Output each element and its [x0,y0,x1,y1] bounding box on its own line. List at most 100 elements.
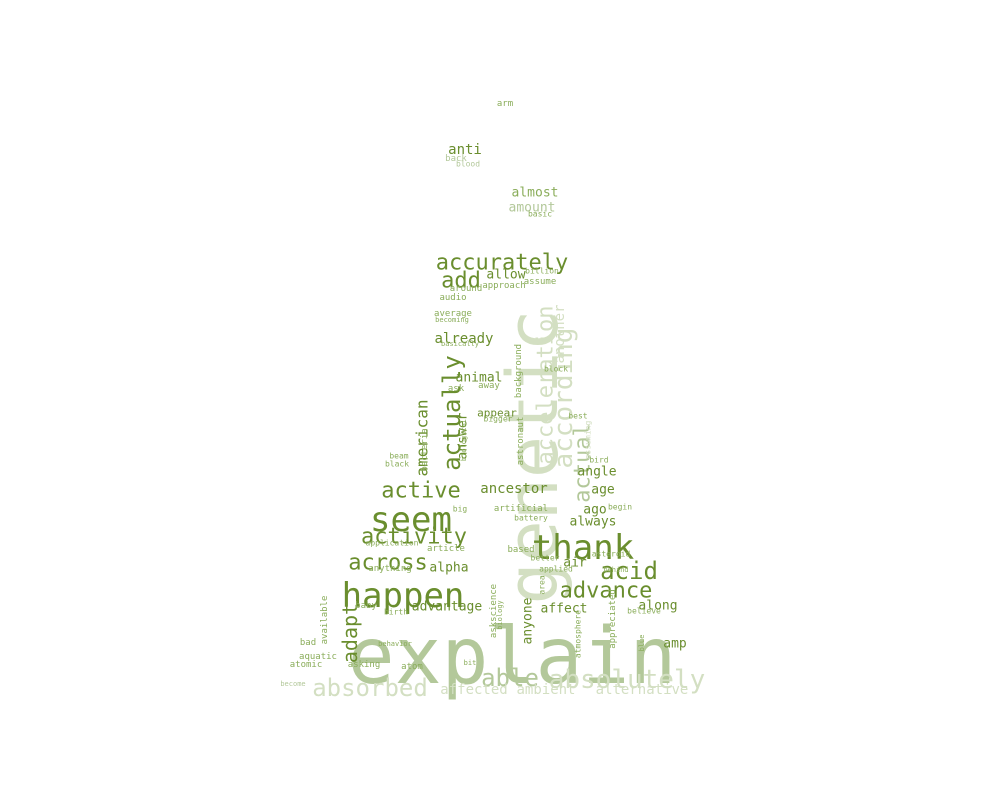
word-allow: allow [486,268,525,283]
word-block: block [544,365,568,374]
word-atmosphere: atmosphere [574,610,583,658]
word-absolutely: absolutely [549,665,706,695]
word-add: add [441,269,481,294]
word-best: best [568,412,587,421]
word-appear: appear [477,407,517,420]
word-ambient: ambient [516,682,575,698]
word-bit: bit [464,659,477,667]
word-black: black [385,460,409,469]
word-based: based [507,545,534,555]
word-bad: bad [300,638,316,648]
word-biological: biological [460,419,468,461]
word-explain: explain [348,612,677,702]
word-anything: anything [368,564,411,574]
word-advance: advance [560,579,653,604]
word-angle: angle [577,465,616,480]
word-around: around [450,284,483,294]
word-atom: atom [401,662,423,672]
word-ancestor: ancestor [480,481,547,497]
word-thank: thank [532,528,634,568]
word-animal: animal [456,371,503,386]
word-average: average [434,309,472,319]
word-approach: approach [482,281,525,291]
word-happen: happen [342,576,465,616]
word-actually: actually [438,355,466,471]
word-asteroid: asteroid [592,550,631,559]
word-anyone: anyone [521,597,536,644]
word-always: always [570,515,617,530]
word-better: better [531,554,560,563]
word-acceleration: acceleration [534,306,559,465]
word-able: able [481,664,539,692]
word-advantage: advantage [412,600,483,615]
word-behavior: behavior [378,640,412,648]
word-seem: seem [370,500,452,540]
word-age: age [591,483,615,498]
word-behind: behind [603,566,628,574]
word-audio: audio [439,293,466,303]
word-across: across [348,551,427,576]
word-accurately: accurately [436,251,568,276]
word-ask: ask [448,384,465,394]
word-affect: affect [541,602,588,617]
word-available: available [320,596,330,645]
word-assuming: assuming [584,421,593,460]
word-adapt: adapt [338,603,362,663]
word-affected: affected [440,682,507,698]
word-big: big [453,505,468,514]
word-actual: actual [571,423,596,502]
word-becoming: becoming [435,316,469,324]
word-anti: anti [448,142,482,158]
word-blood: blood [456,160,480,169]
word-birth: birth [384,608,408,617]
word-acid: acid [600,557,658,585]
word-askscience: askscience [489,584,499,638]
word-atomic: atomic [290,660,323,670]
word-bird: bird [589,456,608,465]
word-article: article [427,544,465,554]
word-baby: baby [355,601,377,611]
word-background: background [514,344,524,398]
word-area: area [538,575,547,594]
word-become: become [280,680,305,688]
word-basic: basic [528,210,552,219]
word-amp: amp [663,637,687,652]
word-battery: battery [514,514,548,523]
word-genetic: genetic [492,309,574,604]
word-bacteria: bacteria [420,428,430,471]
word-biology: biology [496,600,504,630]
word-assume: assume [524,277,557,287]
word-almost: almost [512,186,559,201]
word-blue: blue [638,635,646,652]
word-astronaut: astronaut [516,417,526,466]
word-activity: activity [361,525,467,550]
word-believe: believe [627,607,661,616]
word-applied: applied [539,565,573,574]
word-already: already [434,331,493,347]
word-answer: answer [456,412,471,459]
word-another: another [552,304,568,363]
word-american: american [413,399,432,476]
word-arm: arm [497,99,513,109]
word-alpha: alpha [429,561,468,576]
word-begin: begin [608,503,632,512]
word-artificial: artificial [494,504,548,514]
word-bigger: bigger [484,415,513,424]
word-along: along [638,599,677,614]
word-active: active [381,479,460,504]
word-beam: beam [389,452,408,461]
word-ago: ago [583,503,606,518]
word-billion: billion [525,267,559,276]
word-away: away [478,381,500,391]
word-aquatic: aquatic [299,652,337,662]
word-application: application [366,539,419,548]
word-appreciated: appreciated [608,589,618,649]
word-basically: basically [441,340,479,348]
word-asking: asking [348,660,381,670]
word-air: air [563,556,587,571]
word-according: according [549,328,579,469]
word-absorbed: absorbed [312,674,428,702]
word-amount: amount [509,201,556,216]
word-back: back [445,154,467,164]
